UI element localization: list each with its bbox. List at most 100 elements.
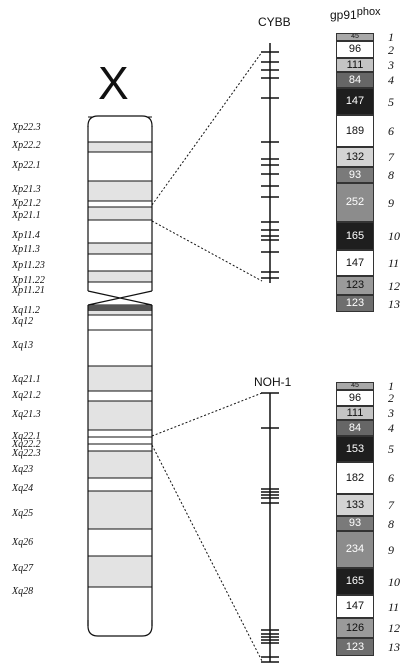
protein-name: gp91 — [330, 8, 357, 22]
exon-number-noh1-6: 6 — [388, 471, 394, 485]
band-xq22-1 — [88, 430, 152, 437]
band-xq21-1 — [88, 366, 152, 391]
exon-size-box-noh1-13: 123 — [336, 638, 374, 656]
band-xq11-2-dark — [88, 305, 152, 311]
exon-size-box-noh1-11: 147 — [336, 595, 374, 618]
exon-number-noh1-12: 12 — [388, 621, 400, 635]
band-xq21-2 — [88, 391, 152, 401]
exon-number-noh1-3: 3 — [388, 406, 394, 420]
exon-size-box-cybb-5: 147 — [336, 88, 374, 115]
exon-size-box-cybb-10: 165 — [336, 222, 374, 250]
band-xp11-23 — [88, 254, 152, 271]
band-label-xp11-22: Xp11.22 — [12, 275, 45, 286]
band-label-xq21-2: Xq21.2 — [12, 390, 41, 401]
band-xp22-2 — [88, 142, 152, 152]
chromosome-name: X — [98, 57, 129, 109]
exon-number-cybb-7: 7 — [388, 150, 394, 164]
exon-size-box-noh1-9: 234 — [336, 531, 374, 568]
band-xp11-22 — [88, 271, 152, 282]
exon-number-noh1-11: 11 — [388, 599, 400, 614]
noh1-projection-lines — [151, 392, 263, 662]
band-label-xq27: Xq27 — [12, 563, 34, 574]
centromere — [87, 290, 153, 306]
exon-size-box-cybb-13: 123 — [336, 295, 374, 312]
band-xq23 — [88, 451, 152, 478]
band-xq27 — [88, 556, 152, 587]
exon-number-noh1-10: 10 — [388, 574, 400, 589]
exon-number-cybb-6: 6 — [388, 124, 394, 138]
exon-number-noh1-1: 1 — [388, 379, 394, 393]
exon-size-box-noh1-12: 126 — [336, 618, 374, 638]
cybb-projection-lines — [151, 51, 263, 282]
exon-size-box-noh1-4: 84 — [336, 420, 374, 436]
exon-number-noh1-2: 2 — [388, 391, 394, 405]
exon-size-box-cybb-2: 96 — [336, 41, 374, 58]
exon-number-noh1-9: 9 — [388, 542, 394, 557]
band-label-xp21-2: Xp21.2 — [12, 198, 41, 209]
exon-size-box-noh1-1: 45 — [336, 382, 374, 390]
exon-number-cybb-1: 1 — [388, 30, 394, 44]
band-label-xq11-2: Xq11.2 — [12, 305, 40, 316]
band-xq25 — [88, 491, 152, 529]
band-label-xp11-3: Xp11.3 — [12, 244, 40, 255]
exon-size-box-noh1-2: 96 — [336, 390, 374, 406]
band-xq13 — [88, 330, 152, 366]
exon-number-cybb-9: 9 — [388, 195, 394, 210]
band-xp21-2 — [88, 201, 152, 207]
exon-size-box-cybb-6: 189 — [336, 115, 374, 147]
band-label-xq22-1: Xq22.1 — [12, 431, 41, 442]
band-xq21-3 — [88, 401, 152, 430]
exon-number-cybb-13: 13 — [388, 296, 400, 311]
band-label-xq21-1: Xq21.1 — [12, 374, 41, 385]
band-label-xp21-1: Xp21.1 — [12, 210, 41, 221]
band-label-xq26: Xq26 — [12, 537, 34, 548]
band-label-xq12: Xq12 — [12, 316, 34, 327]
exon-size-box-noh1-6: 182 — [336, 462, 374, 494]
band-label-xq23: Xq23 — [12, 464, 34, 475]
band-label-xp11-21: Xp11.21 — [12, 285, 45, 296]
exon-number-cybb-2: 2 — [388, 42, 394, 57]
exon-number-noh1-8: 8 — [388, 516, 394, 531]
band-label-xp21-3: Xp21.3 — [12, 184, 41, 195]
protein-superscript: phox — [356, 6, 381, 18]
exon-size-box-noh1-3: 111 — [336, 406, 374, 420]
band-xp11-4 — [88, 220, 152, 243]
exon-size-box-cybb-11: 147 — [336, 250, 374, 276]
exon-number-cybb-4: 4 — [388, 73, 394, 87]
exon-size-box-noh1-5: 153 — [336, 436, 374, 462]
band-label-xq28: Xq28 — [12, 586, 34, 597]
exon-number-noh1-4: 4 — [388, 421, 394, 435]
exon-size-box-noh1-8: 93 — [336, 516, 374, 531]
band-xq22-3 — [88, 444, 152, 451]
exon-size-box-cybb-9: 252 — [336, 183, 374, 222]
band-label-xp22-2: Xp22.2 — [12, 140, 41, 151]
exon-size-box-cybb-7: 132 — [336, 147, 374, 167]
exon-size-box-noh1-10: 165 — [336, 568, 374, 595]
band-xq12 — [88, 315, 152, 330]
band-label-xq24: Xq24 — [12, 483, 34, 494]
exon-size-box-cybb-8: 93 — [336, 167, 374, 183]
p-arm-telomere — [87, 115, 153, 127]
band-label-xp22-3: Xp22.3 — [12, 122, 41, 133]
exon-number-cybb-10: 10 — [388, 229, 400, 243]
exon-number-cybb-8: 8 — [388, 168, 394, 182]
exon-number-cybb-11: 11 — [388, 256, 400, 270]
exon-size-box-noh1-7: 133 — [336, 494, 374, 516]
band-xp22-1 — [88, 152, 152, 181]
band-xp11-3 — [88, 243, 152, 254]
exon-size-box-cybb-4: 84 — [336, 72, 374, 88]
band-label-xp11-4: Xp11.4 — [12, 230, 40, 241]
band-label-xp11-23: Xp11.23 — [12, 260, 45, 271]
band-xp11-21 — [88, 282, 152, 291]
band-label-xq22-3: Xq22.3 — [12, 448, 41, 459]
band-xp21-1 — [88, 207, 152, 220]
band-label-xq25: Xq25 — [12, 508, 34, 519]
exon-size-box-cybb-3: 111 — [336, 58, 374, 72]
band-xq24 — [88, 478, 152, 491]
exon-number-noh1-13: 13 — [388, 640, 400, 654]
exon-number-noh1-7: 7 — [388, 498, 394, 512]
band-label-xq13: Xq13 — [12, 340, 34, 351]
q-arm-telomere — [87, 620, 153, 637]
exon-size-box-cybb-1: 45 — [336, 33, 374, 41]
